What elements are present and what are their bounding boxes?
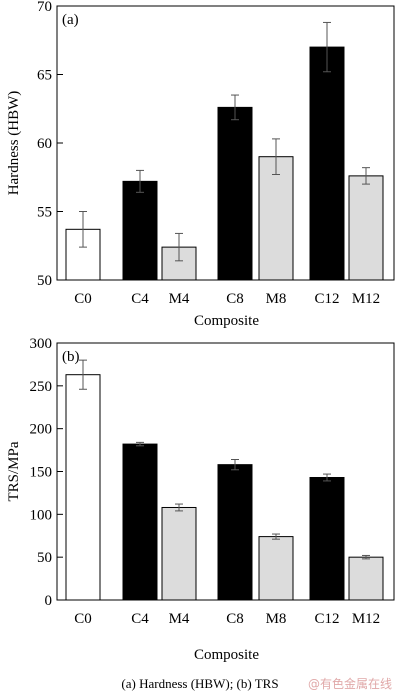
y-tick-label: 60 xyxy=(37,136,52,152)
y-tick-label: 70 xyxy=(37,0,52,15)
x-axis-label: Composite xyxy=(194,313,259,329)
chart-panel-a: 50 55 60 65 70 C0 C4 M4 C8 M8 C12 M12 Composite Hardn… xyxy=(6,0,395,329)
x-tick-label-c8: C8 xyxy=(226,291,244,307)
bar-c4 xyxy=(122,443,158,601)
figure-caption: (a) Hardness (HBW); (b) TRS xyxy=(121,676,278,691)
x-tick-label-c0: C0 xyxy=(74,291,92,307)
x-tick-label-c4: C4 xyxy=(131,611,149,627)
y-axis-label: TRS/MPa xyxy=(6,441,22,501)
bar-c8 xyxy=(217,464,253,601)
y-tick-label: 250 xyxy=(30,379,53,395)
x-axis-label: Composite xyxy=(194,647,259,663)
y-tick-label: 0 xyxy=(45,593,53,609)
bar-m8 xyxy=(258,156,294,281)
x-tick-label-c12: C12 xyxy=(314,291,339,307)
bar-m8 xyxy=(258,536,294,601)
bar-c0 xyxy=(65,374,101,601)
x-tick-label-m8: M8 xyxy=(266,291,287,307)
x-tick-label-m12: M12 xyxy=(352,611,380,627)
y-tick-label: 50 xyxy=(37,273,52,289)
y-tick-label: 150 xyxy=(30,465,53,481)
y-axis-label: Hardness (HBW) xyxy=(6,91,22,196)
x-tick-label-m4: M4 xyxy=(169,611,190,627)
x-tick-label-m8: M8 xyxy=(266,611,287,627)
bar-m12 xyxy=(348,556,384,601)
panel-label: (b) xyxy=(62,349,80,365)
bar-c4 xyxy=(122,180,158,281)
bar-m4 xyxy=(161,506,197,601)
y-tick-label: 100 xyxy=(30,507,53,523)
bar-m12 xyxy=(348,175,384,281)
bar-c12 xyxy=(309,46,345,281)
chart-panel-b: 0 50 100 150 200 250 300 C0 C4 M4 C8 M8 C12 M12 Compos… xyxy=(6,336,395,663)
x-tick-label-m12: M12 xyxy=(352,291,380,307)
bar-c8 xyxy=(217,106,253,281)
y-tick-label: 65 xyxy=(37,68,52,84)
x-tick-label-c0: C0 xyxy=(74,611,92,627)
watermark: @有色金属在线 xyxy=(308,676,392,691)
panel-label: (a) xyxy=(62,12,79,28)
y-tick-label: 300 xyxy=(30,336,53,352)
y-tick-label: 50 xyxy=(37,550,52,566)
x-tick-label-c12: C12 xyxy=(314,611,339,627)
y-tick-label: 55 xyxy=(37,205,52,221)
y-tick-label: 200 xyxy=(30,422,53,438)
x-tick-label-m4: M4 xyxy=(169,291,190,307)
x-tick-label-c4: C4 xyxy=(131,291,149,307)
bar-c12 xyxy=(309,476,345,601)
x-tick-label-c8: C8 xyxy=(226,611,244,627)
